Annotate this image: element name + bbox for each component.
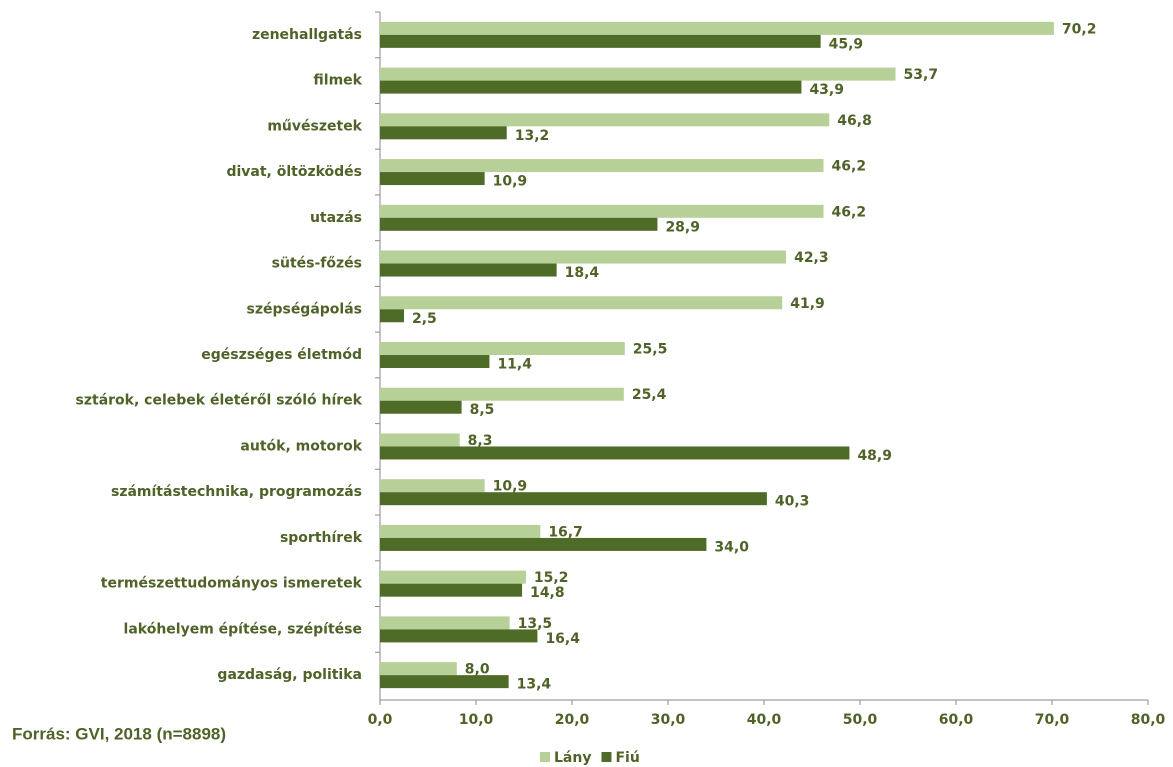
x-tick-label: 30,0 [651,712,686,728]
bar [380,537,707,551]
bar [380,524,541,538]
bar [380,400,462,414]
value-label: 53,7 [904,67,939,83]
x-tick-label: 10,0 [459,712,494,728]
value-label: 45,9 [829,36,864,52]
y-tick-label: sztárok, celebek életéről szóló hírek [76,393,363,409]
value-label: 46,2 [832,204,867,220]
value-label: 48,9 [857,448,892,464]
y-tick-label: számítástechnika, programozás [111,484,362,500]
value-label: 13,4 [517,677,552,693]
bar [380,67,896,81]
value-label: 25,5 [633,342,668,358]
source: Forrás: GVI, 2018 (n=8898) [12,724,226,743]
bar [380,263,557,277]
value-label: 46,8 [837,113,872,129]
value-label: 43,9 [809,82,844,98]
bar [380,387,624,401]
value-label: 2,5 [412,311,437,327]
legend-label: Fiú [615,750,639,766]
y-tick-label: sporthírek [280,530,363,546]
y-tick-label: szépségápolás [246,301,362,317]
x-tick-label: 50,0 [843,712,878,728]
value-label: 8,0 [465,662,490,678]
bar [380,217,658,231]
bar [380,204,824,218]
y-tick-label: utazás [310,210,362,226]
x-tick-label: 20,0 [555,712,590,728]
value-label: 8,3 [468,433,493,449]
bar [380,570,526,584]
y-tick-label: sütés-főzés [272,256,362,272]
bar [380,309,404,323]
value-label: 25,4 [632,387,667,403]
y-tick-label: művészetek [267,118,362,134]
bar [380,433,460,447]
bar [380,126,507,140]
bar [380,342,625,355]
y-tick-label: természettudományos ismeretek [101,576,363,592]
bar [380,629,538,643]
y-tick-label: zenehallgatás [252,27,362,43]
bar [380,479,485,493]
value-label: 16,4 [545,631,580,647]
bar [380,34,821,48]
x-tick-label: 40,0 [747,712,782,728]
x-tick-label: 80,0 [1131,712,1166,728]
value-label: 70,2 [1062,21,1097,37]
value-label: 34,0 [714,539,749,555]
value-label: 13,2 [515,128,550,144]
y-tick-label: divat, öltözködés [226,164,362,180]
value-label: 40,3 [775,494,810,510]
bar [380,113,830,127]
value-label: 16,7 [548,524,583,540]
bar [380,21,1054,35]
x-tick-label: 60,0 [939,712,974,728]
value-label: 46,2 [832,159,867,175]
legend-swatch [540,752,550,762]
bar [380,80,802,94]
y-tick-label: gazdaság, politika [217,667,362,683]
legend-label: Lány [554,750,591,766]
value-label: 42,3 [794,250,829,266]
value-label: 11,4 [497,357,532,373]
bar [380,583,523,597]
value-label: 13,5 [518,616,553,632]
bar [380,616,510,630]
value-label: 15,2 [534,570,569,586]
y-tick-label: lakóhelyem építése, szépítése [124,621,362,637]
bar [380,662,457,676]
value-label: 28,9 [665,219,700,235]
value-label: 14,8 [530,585,565,601]
x-tick-label: 70,0 [1035,712,1070,728]
value-label: 10,9 [493,174,528,190]
bar [380,675,509,689]
bar [380,250,787,264]
y-tick-label: autók, motorok [240,438,362,454]
x-tick-label: 0,0 [368,712,393,728]
value-label: 8,5 [470,402,495,418]
value-label: 18,4 [565,265,600,281]
bar [380,172,485,186]
bar [380,492,767,506]
bar [380,159,824,173]
value-label: 10,9 [493,479,528,495]
y-tick-label: filmek [313,73,362,89]
bar [380,355,490,368]
legend-swatch [601,752,612,762]
bar [380,446,850,460]
bar [380,296,783,310]
value-label: 41,9 [790,296,825,312]
y-tick-label: egészséges életmód [201,347,362,363]
